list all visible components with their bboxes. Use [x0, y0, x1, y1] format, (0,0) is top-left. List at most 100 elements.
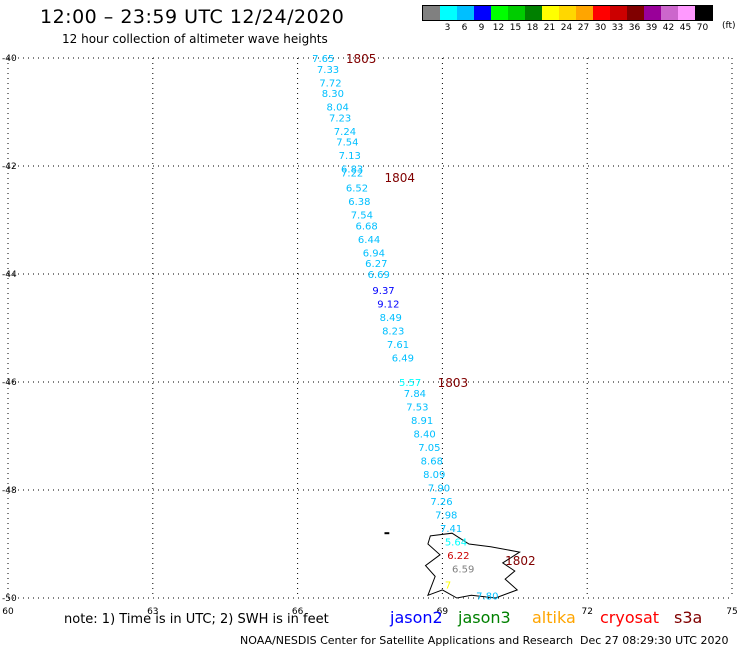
y-tick-label: -50: [2, 594, 17, 604]
wave-height-label: 8.09: [423, 470, 445, 481]
scale-label: 12: [492, 23, 505, 33]
scale-label: 3: [444, 23, 451, 33]
scale-label: 70: [696, 23, 709, 33]
scale-swatch: [695, 6, 712, 20]
wave-height-label: 9.12: [377, 300, 399, 311]
footer-credit: NOAA/NESDIS Center for Satellite Applica…: [240, 634, 574, 647]
color-scale: 3 6 9 12 15 18 21 24 27 30 33 36 39 42 45 70: [422, 5, 713, 33]
y-tick-label: -46: [2, 378, 17, 388]
wave-height-label: 9.37: [372, 286, 394, 297]
wave-height-label: 7.26: [430, 497, 452, 508]
wave-height-label: 8.30: [322, 89, 344, 100]
wave-height-label: 7.24: [334, 127, 356, 138]
wave-height-label: 7.84: [404, 389, 426, 400]
wave-height-label: 7.90: [428, 483, 450, 494]
color-scale-labels: 3 6 9 12 15 18 21 24 27 30 33 36 39 42 45 70: [422, 23, 713, 33]
wave-height-label: 6.69: [368, 270, 390, 281]
legend-jason3: jason3: [458, 608, 511, 627]
scale-label: 9: [478, 23, 485, 33]
legend-altika: altika: [532, 608, 576, 627]
wave-height-label: 8.04: [327, 103, 349, 114]
track-label: 1805: [346, 52, 377, 66]
scale-swatch: [491, 6, 508, 20]
scale-label: 42: [662, 23, 675, 33]
scale-swatch: [661, 6, 678, 20]
wave-height-label: 7: [445, 581, 451, 592]
wave-height-label: 8.40: [413, 429, 435, 440]
map-title: 12:00 – 23:59 UTC 12/24/2020: [40, 6, 345, 28]
wave-height-label: 7.65: [312, 54, 334, 65]
y-tick-label: -42: [2, 162, 17, 172]
note-text: note: 1) Time is in UTC; 2) SWH is in fe…: [64, 612, 329, 627]
wave-height-label: 7.72: [319, 78, 341, 89]
scale-swatch: [593, 6, 610, 20]
wave-height-label: 7.13: [339, 151, 361, 162]
scale-label: 33: [611, 23, 624, 33]
wave-height-label: 6.49: [392, 354, 414, 365]
legend-jason2: jason2: [390, 608, 443, 627]
legend-cryosat: cryosat: [600, 608, 660, 627]
wave-height-label: 6.68: [356, 221, 378, 232]
scale-swatch: [423, 6, 440, 20]
wave-height-label: 6.94: [363, 248, 385, 259]
wave-height-label: 7.54: [336, 138, 358, 149]
wave-height-label: 6.52: [346, 184, 368, 195]
x-tick-label: 63: [147, 607, 158, 617]
wave-height-label: 7.80: [476, 591, 498, 602]
scale-label: 45: [679, 23, 692, 33]
wave-height-label: 7.61: [387, 340, 409, 351]
y-tick-label: -40: [2, 54, 17, 64]
scale-swatch: [474, 6, 491, 20]
color-scale-boxes: [422, 5, 713, 21]
wave-height-label: 7.05: [418, 443, 440, 454]
scale-label: 6: [461, 23, 468, 33]
scale-swatch: [542, 6, 559, 20]
scale-label: 39: [645, 23, 658, 33]
wave-height-label: 5.64: [445, 537, 467, 548]
x-tick-label: 75: [726, 607, 737, 617]
scale-swatch: [559, 6, 576, 20]
scale-swatch: [576, 6, 593, 20]
wave-height-label: 6.44: [358, 235, 380, 246]
scale-label: 15: [509, 23, 522, 33]
scale-swatch: [644, 6, 661, 20]
scale-swatch: [610, 6, 627, 20]
footer-timestamp: Dec 27 08:29:30 UTC 2020: [580, 634, 729, 647]
wave-height-label: 6.38: [348, 197, 370, 208]
y-tick-label: -48: [2, 486, 17, 496]
scale-label: 27: [577, 23, 590, 33]
track-label: 1802: [505, 554, 536, 568]
wave-height-label: 7.98: [435, 510, 457, 521]
wave-height-label: 8.49: [380, 313, 402, 324]
x-tick-label: 72: [581, 607, 592, 617]
track-label: 1803: [438, 376, 469, 390]
wave-height-label: 7.41: [440, 524, 462, 535]
island-coastline: [424, 532, 521, 599]
scale-swatch: [457, 6, 474, 20]
scale-swatch: [525, 6, 542, 20]
wave-height-label: 5.57: [399, 378, 421, 389]
scale-label: 24: [560, 23, 573, 33]
scale-swatch: [627, 6, 644, 20]
x-tick-label: 69: [437, 607, 449, 617]
wave-height-label: 7.33: [317, 65, 339, 76]
scale-label: 36: [628, 23, 641, 33]
scale-label: 30: [594, 23, 607, 33]
x-tick-label: 66: [292, 607, 304, 617]
map-subtitle: 12 hour collection of altimeter wave hei…: [62, 32, 328, 46]
wave-height-label: 8.23: [382, 327, 404, 338]
scale-unit: (ft): [722, 21, 736, 31]
scale-swatch: [508, 6, 525, 20]
wave-height-label: 7.53: [406, 402, 428, 413]
legend-s3a: s3a: [674, 608, 703, 627]
wave-height-label: 6.83: [341, 165, 363, 176]
wave-height-label: 8.91: [411, 416, 433, 427]
scale-swatch: [678, 6, 695, 20]
wave-height-label: 7.54: [351, 211, 373, 222]
track-label: 1804: [384, 171, 415, 185]
scale-label: 18: [526, 23, 539, 33]
wave-height-label: 6.22: [447, 551, 469, 562]
wave-height-label: 7.23: [329, 113, 351, 124]
x-tick-label: 60: [2, 607, 14, 617]
